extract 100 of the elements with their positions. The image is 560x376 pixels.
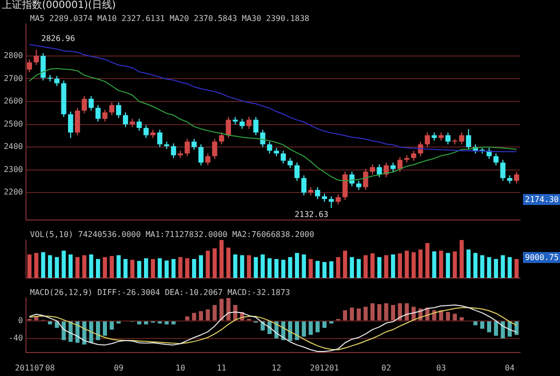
bar — [384, 303, 388, 320]
bar — [212, 248, 217, 278]
bar — [342, 250, 348, 278]
bar — [226, 298, 230, 320]
bar — [198, 255, 204, 278]
bar — [171, 259, 176, 278]
bar — [62, 250, 66, 278]
bar — [508, 257, 512, 278]
bar — [425, 243, 430, 278]
bar — [48, 255, 52, 278]
bar — [164, 321, 169, 324]
bar — [123, 259, 128, 278]
bar — [281, 260, 286, 278]
y-tick-label: -40 — [8, 333, 24, 342]
bar — [219, 298, 224, 320]
text: 2174.30 — [525, 195, 559, 204]
bar — [137, 321, 142, 324]
x-tick-label: 09 — [114, 363, 124, 372]
bar — [171, 321, 176, 324]
bar — [480, 255, 484, 278]
bar — [274, 259, 278, 278]
bar — [432, 251, 436, 278]
bar — [102, 321, 107, 336]
y-tick-label: 2400 — [4, 142, 24, 152]
text: MA5 2289.0374 MA10 2327.6131 MA20 2370.5843 MA30 2390.1838 — [30, 14, 310, 23]
candlestick — [308, 187, 314, 196]
y-tick-label: 2600 — [4, 96, 24, 106]
bar — [254, 257, 258, 278]
bar — [150, 259, 155, 278]
bar — [404, 250, 409, 278]
x-tick-label: 11 — [216, 363, 227, 372]
bar — [130, 260, 134, 278]
bar — [322, 262, 327, 278]
bar — [294, 321, 300, 340]
bar — [102, 257, 107, 278]
x-tick-label: 12 — [272, 363, 282, 372]
bar — [308, 259, 313, 278]
bar — [364, 306, 368, 320]
bar — [500, 255, 505, 278]
bar — [110, 256, 114, 278]
bar — [398, 303, 402, 320]
chart-title: 上证指数(000001)(日线) — [1, 0, 117, 12]
bar — [356, 259, 361, 278]
bar — [494, 259, 498, 278]
bar — [192, 259, 196, 278]
bar — [116, 255, 121, 278]
bar — [452, 314, 457, 320]
annotation: 2132.63 — [294, 210, 328, 220]
bar — [185, 258, 190, 278]
bar — [460, 240, 464, 278]
bar — [294, 252, 300, 278]
bar — [480, 321, 484, 329]
x-tick-label: 08 — [45, 363, 56, 372]
y-tick-label: 2800 — [4, 50, 24, 60]
text: 9000.75 — [525, 253, 559, 262]
x-tick-label: 201201 — [310, 363, 340, 372]
bar — [144, 258, 148, 278]
bar — [404, 303, 409, 320]
bar — [192, 312, 196, 320]
bar — [350, 308, 354, 320]
y-tick-label: 2500 — [4, 119, 24, 128]
bar — [494, 321, 498, 336]
bar — [350, 257, 354, 278]
bar — [144, 321, 148, 324]
bar — [212, 305, 217, 320]
bar — [452, 251, 457, 278]
bar — [41, 252, 46, 278]
bar — [96, 259, 100, 278]
bar — [412, 252, 416, 278]
bar — [370, 303, 375, 320]
annotation: 2826.96 — [41, 34, 76, 43]
bar — [460, 317, 464, 320]
bar — [82, 255, 86, 278]
bar — [377, 257, 382, 278]
bar — [446, 252, 450, 278]
text: VOL(5,10) 74240536.0000 MA1:71127832.0000 MA2:76066838.2000 — [30, 230, 314, 239]
bar — [391, 254, 396, 278]
bar — [54, 257, 59, 278]
bar — [219, 240, 224, 278]
bar — [377, 304, 382, 320]
bar — [473, 252, 478, 278]
bar — [89, 254, 94, 278]
bar — [206, 309, 210, 320]
bar — [27, 254, 32, 278]
bar — [158, 258, 162, 278]
bar — [34, 252, 38, 278]
y-tick-label: 2200 — [4, 188, 24, 197]
bar — [356, 308, 361, 320]
bar — [178, 257, 182, 278]
y-tick-label: 2300 — [4, 164, 24, 174]
bar — [246, 255, 252, 278]
bar — [391, 305, 396, 320]
bar — [110, 321, 114, 330]
x-tick-label: 02 — [381, 363, 392, 372]
bar — [226, 248, 230, 278]
bar — [137, 260, 142, 278]
x-tick-label: 10 — [176, 363, 186, 372]
bar — [364, 255, 368, 278]
bar — [302, 321, 306, 337]
bar — [62, 321, 66, 340]
